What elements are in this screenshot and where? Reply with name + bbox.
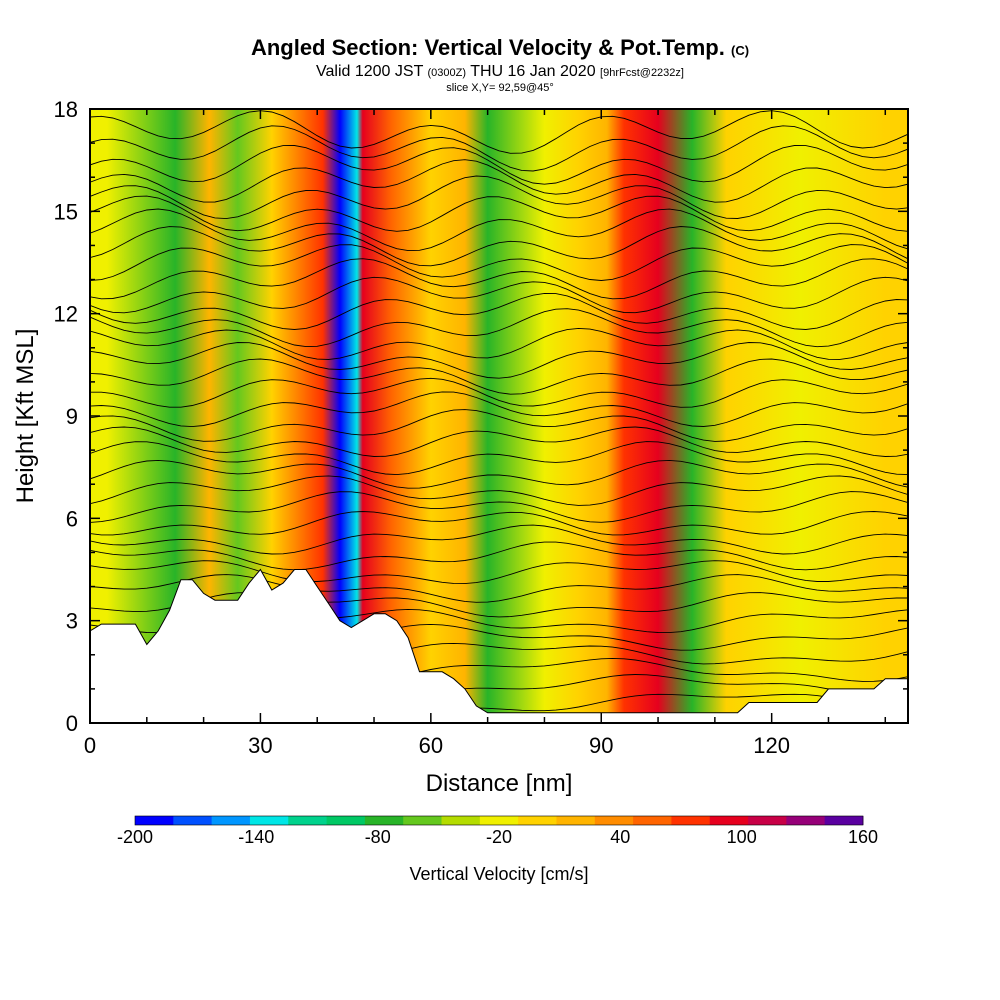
y-axis-title: Height [Kft MSL] bbox=[12, 329, 39, 504]
colorbar-title: Vertical Velocity [cm/s] bbox=[409, 864, 588, 884]
isentrope-line bbox=[90, 276, 908, 314]
colorbar-swatch bbox=[748, 816, 787, 825]
colorbar-swatch bbox=[135, 816, 174, 825]
chart-valid-line: Valid 1200 JST (0300Z) THU 16 Jan 2020 [… bbox=[316, 63, 684, 80]
colorbar-swatch bbox=[441, 816, 481, 825]
isentrope-line bbox=[90, 391, 908, 428]
isentrope-line bbox=[90, 560, 908, 585]
x-axis: 0 30 60 90 120 bbox=[84, 109, 887, 758]
colorbar-swatch bbox=[364, 816, 404, 825]
y-tick-label: 6 bbox=[66, 506, 78, 531]
isentrope-line bbox=[90, 459, 908, 489]
isentrope-line bbox=[90, 159, 908, 203]
colorbar-label: -140 bbox=[238, 827, 274, 847]
colorbar-label: -20 bbox=[486, 827, 512, 847]
isentrope-line bbox=[90, 574, 908, 603]
isentrope-line bbox=[90, 592, 908, 618]
isentrope-lines bbox=[90, 110, 908, 712]
colorbar-label: -80 bbox=[365, 827, 391, 847]
isentrope-line bbox=[90, 358, 908, 395]
colorbar-swatch bbox=[709, 816, 749, 825]
valid-utc: (0300Z) bbox=[427, 67, 467, 79]
colorbar-label: 40 bbox=[610, 827, 630, 847]
isentrope-line bbox=[90, 426, 908, 457]
colorbar-swatch bbox=[249, 816, 289, 825]
isentrope-line bbox=[90, 292, 908, 330]
colorbar-swatch bbox=[518, 816, 557, 825]
x-tick-label: 0 bbox=[84, 733, 96, 758]
colorbar-swatch bbox=[326, 816, 366, 825]
x-axis-title: Distance [nm] bbox=[426, 770, 573, 797]
colorbar-swatch bbox=[173, 816, 213, 825]
isentrope-line bbox=[90, 208, 908, 252]
y-tick-label: 3 bbox=[66, 609, 78, 634]
x-tick-label: 30 bbox=[248, 733, 272, 758]
isentrope-line bbox=[90, 541, 908, 571]
x-tick-label: 60 bbox=[419, 733, 443, 758]
colorbar-swatch bbox=[403, 816, 442, 825]
x-tick-label: 90 bbox=[589, 733, 613, 758]
y-tick-label: 18 bbox=[54, 97, 78, 122]
isentrope-line bbox=[90, 409, 908, 442]
isentrope-line bbox=[90, 342, 908, 379]
isentrope-line bbox=[90, 491, 908, 523]
colorbar-label: 160 bbox=[848, 827, 878, 847]
colorbar-swatch bbox=[479, 816, 519, 825]
colorbar-swatch bbox=[288, 816, 327, 825]
colorbar-frame bbox=[134, 815, 864, 826]
colorbar-swatch bbox=[594, 816, 634, 825]
colorbar-swatch bbox=[211, 816, 251, 825]
isentrope-line bbox=[90, 258, 908, 300]
y-axis: 0 3 6 9 12 15 18 bbox=[54, 97, 908, 736]
colorbar-swatch bbox=[671, 816, 711, 825]
colorbar-label: 100 bbox=[727, 827, 757, 847]
isentrope-line bbox=[90, 195, 908, 232]
isentrope-line bbox=[90, 145, 908, 185]
terrain bbox=[90, 568, 908, 723]
colorbar: -200 -140 -80 -20 40 100 160 bbox=[117, 815, 878, 847]
colorbar-swatch bbox=[556, 816, 596, 825]
isentrope-line bbox=[90, 441, 908, 476]
x-tick-label: 120 bbox=[753, 733, 790, 758]
isentrope-line bbox=[90, 377, 908, 408]
colorbar-label: -200 bbox=[117, 827, 153, 847]
isentrope-line bbox=[90, 175, 908, 220]
isentrope-line bbox=[90, 327, 908, 360]
isentrope-line bbox=[90, 524, 908, 555]
chart-header: Angled Section: Vertical Velocity & Pot.… bbox=[0, 35, 1000, 95]
forecast-tag: [9hrFcst@2232z] bbox=[600, 67, 684, 79]
chart-title: Angled Section: Vertical Velocity & Pot.… bbox=[250, 35, 750, 60]
y-tick-label: 15 bbox=[54, 199, 78, 224]
isentrope-line bbox=[90, 125, 908, 172]
isentrope-line bbox=[90, 475, 908, 506]
y-tick-label: 9 bbox=[66, 404, 78, 429]
isentrope-line bbox=[90, 244, 908, 281]
colorbar-swatch bbox=[824, 816, 864, 825]
isentrope-line bbox=[90, 226, 908, 267]
colorbar-swatch bbox=[633, 816, 672, 825]
y-tick-label: 12 bbox=[54, 302, 78, 327]
isentrope-line bbox=[90, 308, 908, 348]
chart-title-unit: (C) bbox=[731, 43, 750, 58]
isentrope-line bbox=[90, 511, 908, 536]
slice-info: slice X,Y= 92,59@45° bbox=[446, 82, 554, 94]
y-tick-label: 0 bbox=[66, 711, 78, 736]
colorbar-swatch bbox=[786, 816, 826, 825]
